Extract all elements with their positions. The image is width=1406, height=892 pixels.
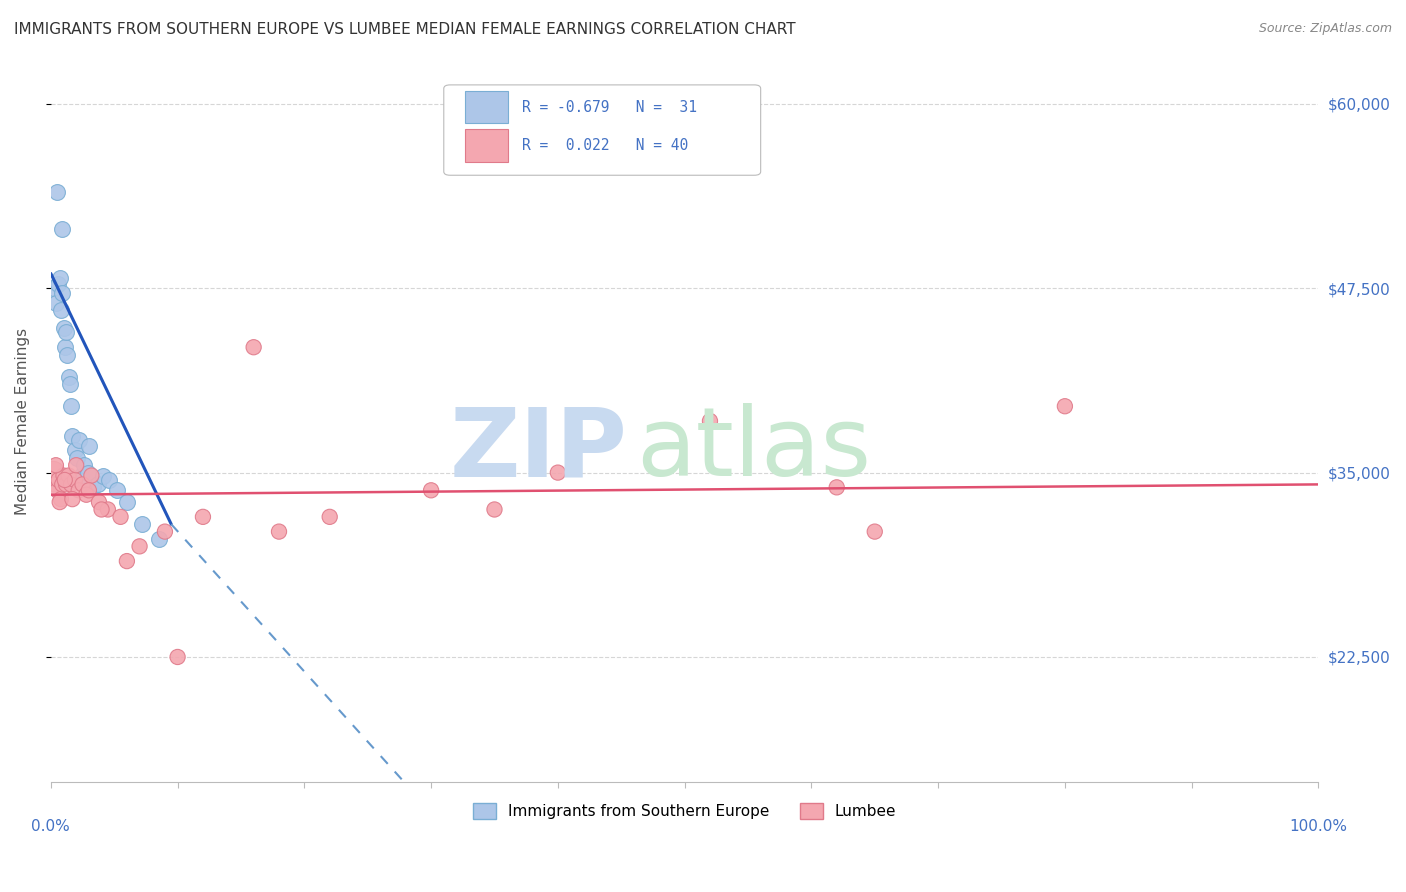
Point	[53, 340, 76, 354]
Point	[318, 509, 340, 524]
Point	[87, 477, 110, 491]
Point	[48, 271, 70, 285]
Point	[60, 477, 83, 491]
Text: atlas: atlas	[637, 403, 872, 496]
Point	[52, 468, 75, 483]
Text: 100.0%: 100.0%	[1289, 819, 1347, 834]
Point	[59, 377, 82, 392]
Point	[45, 296, 67, 310]
Point	[72, 477, 94, 491]
Point	[51, 222, 73, 236]
FancyBboxPatch shape	[444, 85, 761, 175]
Point	[105, 483, 128, 498]
FancyBboxPatch shape	[465, 91, 509, 123]
Point	[73, 458, 96, 473]
Point	[55, 477, 77, 491]
Point	[44, 477, 66, 491]
Text: ZIP: ZIP	[450, 403, 627, 496]
Point	[51, 285, 73, 300]
Point	[191, 509, 214, 524]
Point	[60, 428, 83, 442]
Point	[77, 439, 100, 453]
Point	[67, 483, 90, 498]
Point	[58, 468, 80, 483]
Point	[128, 540, 150, 554]
FancyBboxPatch shape	[465, 129, 509, 161]
Point	[51, 477, 73, 491]
Point	[110, 509, 132, 524]
Point	[242, 340, 264, 354]
Point	[77, 483, 100, 498]
Point	[863, 524, 886, 539]
Point	[75, 488, 97, 502]
Point	[58, 369, 80, 384]
Point	[547, 466, 569, 480]
Point	[82, 480, 104, 494]
Point	[42, 281, 65, 295]
Point	[267, 524, 290, 539]
Point	[91, 468, 114, 483]
Point	[70, 468, 93, 483]
Point	[80, 468, 103, 483]
Text: Source: ZipAtlas.com: Source: ZipAtlas.com	[1258, 22, 1392, 36]
Point	[46, 186, 69, 200]
Point	[484, 502, 506, 516]
Point	[60, 492, 83, 507]
Legend: Immigrants from Southern Europe, Lumbee: Immigrants from Southern Europe, Lumbee	[467, 797, 903, 825]
Point	[63, 443, 86, 458]
Point	[63, 473, 86, 487]
Point	[825, 480, 848, 494]
Point	[53, 473, 76, 487]
Point	[699, 414, 721, 428]
Point	[420, 483, 443, 498]
Point	[87, 495, 110, 509]
Point	[131, 517, 153, 532]
Point	[153, 524, 176, 539]
Point	[42, 466, 65, 480]
Point	[148, 532, 170, 546]
Point	[97, 502, 120, 516]
Point	[60, 399, 83, 413]
Point	[76, 466, 98, 480]
Point	[98, 473, 121, 487]
Point	[48, 495, 70, 509]
Point	[46, 483, 69, 498]
Point	[115, 554, 138, 568]
Point	[55, 326, 77, 340]
Point	[49, 303, 72, 318]
Point	[48, 277, 70, 291]
Text: R =  0.022   N = 40: R = 0.022 N = 40	[523, 138, 689, 153]
Point	[65, 458, 87, 473]
Point	[45, 458, 67, 473]
Point	[1053, 399, 1076, 413]
Point	[56, 348, 79, 362]
Point	[115, 495, 138, 509]
Point	[48, 473, 70, 487]
Point	[166, 650, 188, 665]
Text: 0.0%: 0.0%	[31, 819, 70, 834]
Point	[52, 321, 75, 335]
Text: R = -0.679   N =  31: R = -0.679 N = 31	[523, 100, 697, 115]
Point	[66, 450, 89, 465]
Y-axis label: Median Female Earnings: Median Female Earnings	[15, 327, 30, 515]
Point	[49, 492, 72, 507]
Point	[67, 433, 90, 447]
Point	[90, 502, 112, 516]
Text: IMMIGRANTS FROM SOUTHERN EUROPE VS LUMBEE MEDIAN FEMALE EARNINGS CORRELATION CHA: IMMIGRANTS FROM SOUTHERN EUROPE VS LUMBE…	[14, 22, 796, 37]
